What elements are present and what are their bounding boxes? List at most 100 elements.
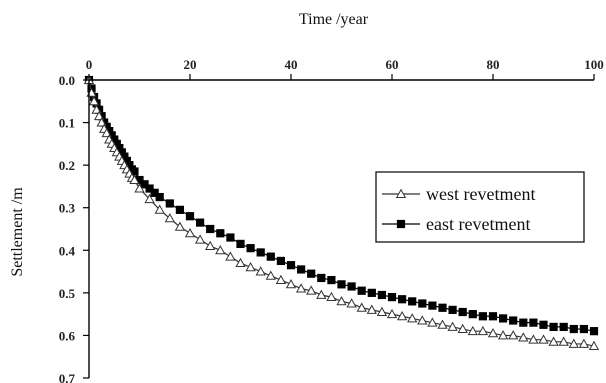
data-point bbox=[165, 199, 174, 208]
data-point bbox=[184, 227, 196, 238]
data-point bbox=[539, 320, 548, 329]
data-point bbox=[548, 336, 559, 346]
data-point bbox=[467, 325, 478, 336]
y-tick-label: 0.7 bbox=[59, 371, 76, 383]
data-point bbox=[427, 317, 438, 327]
data-point bbox=[307, 269, 316, 278]
data-point bbox=[185, 212, 195, 221]
x-tick-label: 80 bbox=[487, 57, 500, 72]
data-point bbox=[144, 193, 155, 204]
data-point bbox=[295, 283, 307, 293]
data-point bbox=[447, 321, 458, 331]
data-point bbox=[428, 301, 437, 310]
data-point bbox=[578, 338, 590, 348]
data-point bbox=[477, 325, 489, 336]
y-axis-title: Settlement /m bbox=[9, 187, 26, 277]
data-point bbox=[396, 310, 408, 321]
y-tick-label: 0.2 bbox=[59, 158, 75, 173]
legend-item: east revetment bbox=[382, 214, 530, 234]
data-point bbox=[285, 279, 297, 289]
legend: west revetment east revetment bbox=[375, 171, 585, 243]
data-point bbox=[88, 95, 100, 106]
data-point bbox=[317, 273, 326, 283]
legend-box bbox=[375, 171, 585, 243]
data-point bbox=[316, 289, 327, 299]
data-point bbox=[529, 318, 538, 327]
data-point bbox=[129, 174, 140, 184]
data-point bbox=[376, 306, 388, 316]
legend-label: west revetment bbox=[426, 184, 535, 204]
y-tick-label: 0.0 bbox=[59, 73, 75, 88]
data-point bbox=[225, 251, 236, 261]
data-point bbox=[347, 282, 356, 291]
data-point bbox=[468, 310, 477, 319]
data-point bbox=[407, 313, 418, 323]
data-point bbox=[236, 239, 245, 249]
data-point bbox=[418, 299, 427, 308]
data-point bbox=[437, 319, 448, 329]
x-tick-label: 60 bbox=[386, 57, 399, 72]
data-point bbox=[140, 180, 149, 189]
data-point bbox=[155, 192, 164, 202]
y-tick-label: 0.1 bbox=[59, 116, 75, 131]
y-tick-label: 0.6 bbox=[59, 328, 76, 343]
data-point bbox=[569, 324, 578, 334]
data-point bbox=[498, 314, 508, 323]
data-point bbox=[458, 307, 467, 317]
data-point bbox=[386, 308, 398, 319]
data-point bbox=[145, 184, 154, 193]
data-point bbox=[276, 256, 286, 266]
data-point bbox=[488, 312, 498, 321]
data-point bbox=[356, 302, 367, 312]
data-point bbox=[266, 252, 275, 261]
data-point bbox=[518, 332, 529, 342]
data-point bbox=[538, 334, 549, 344]
axes: 0 20 40 60 80 100 0.0 0.1 0.2 0.3 0.4 0.5 0.6 0.7 bbox=[59, 57, 604, 383]
legend-item: west revetment bbox=[382, 184, 535, 204]
data-point bbox=[296, 265, 306, 274]
data-point bbox=[559, 322, 568, 332]
x-tick-label: 40 bbox=[285, 57, 298, 72]
data-point bbox=[408, 297, 417, 306]
data-point bbox=[448, 305, 457, 314]
data-point bbox=[417, 315, 428, 325]
data-point bbox=[175, 205, 185, 214]
data-point bbox=[487, 327, 499, 338]
data-point bbox=[509, 316, 518, 325]
data-point bbox=[286, 261, 296, 270]
data-point bbox=[134, 183, 145, 193]
data-point bbox=[256, 248, 265, 257]
legend-label: east revetment bbox=[426, 214, 530, 234]
data-point bbox=[246, 244, 255, 253]
data-point bbox=[558, 336, 569, 346]
data-point bbox=[397, 295, 407, 304]
data-point bbox=[265, 270, 276, 280]
legend-marker bbox=[396, 219, 406, 229]
y-tick-label: 0.5 bbox=[59, 286, 76, 301]
data-point bbox=[478, 312, 488, 321]
x-tick-label: 0 bbox=[86, 57, 93, 72]
data-point bbox=[194, 234, 206, 244]
data-point bbox=[589, 327, 599, 336]
legend-marker bbox=[395, 188, 407, 198]
data-point bbox=[306, 285, 317, 295]
data-point bbox=[337, 280, 346, 289]
data-point bbox=[96, 117, 107, 127]
data-point bbox=[235, 257, 246, 267]
data-point bbox=[150, 188, 159, 197]
data-point bbox=[154, 204, 165, 214]
data-point bbox=[528, 334, 539, 344]
data-point bbox=[549, 322, 558, 332]
data-point bbox=[579, 324, 588, 334]
x-tick-label: 100 bbox=[584, 57, 604, 72]
data-point bbox=[367, 288, 376, 297]
series-0 bbox=[83, 74, 600, 351]
data-point bbox=[377, 290, 387, 300]
data-point bbox=[255, 266, 266, 276]
data-point bbox=[275, 274, 287, 285]
data-point bbox=[497, 330, 509, 340]
data-point bbox=[438, 303, 447, 312]
data-point bbox=[387, 293, 397, 302]
data-point bbox=[588, 340, 600, 351]
